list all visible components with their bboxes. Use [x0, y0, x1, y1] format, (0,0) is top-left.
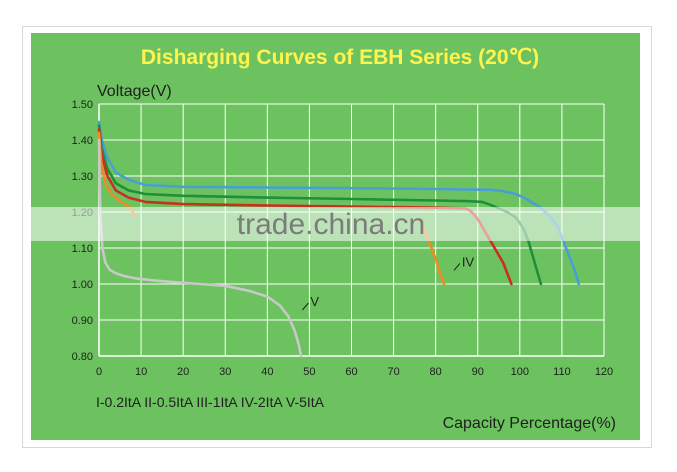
x-tick-label: 110 — [553, 366, 571, 378]
y-tick-label: 1.40 — [72, 135, 93, 147]
y-tick-label: 1.30 — [72, 171, 93, 183]
x-tick-label: 0 — [96, 366, 102, 378]
y-tick-label: 0.80 — [72, 351, 93, 363]
x-tick-label: 50 — [303, 366, 315, 378]
y-tick-label: 1.10 — [72, 243, 93, 255]
y-tick-label: 0.90 — [72, 315, 93, 327]
series-line-v — [97, 138, 303, 358]
x-tick-label: 20 — [177, 366, 189, 378]
curve-label: V — [310, 294, 319, 309]
curve-label-leader — [453, 263, 461, 271]
chart-title: Disharging Curves of EBH Series (20℃) — [141, 46, 539, 69]
x-tick-label: 100 — [511, 366, 529, 378]
x-tick-labels: 0 10 20 30 40 50 60 70 80 90 100 110 120 — [96, 366, 613, 378]
watermark-text: trade.china.cn — [237, 208, 425, 241]
x-tick-label: 10 — [135, 366, 147, 378]
series-line-iii — [97, 127, 513, 286]
x-tick-label: 40 — [261, 366, 273, 378]
x-tick-label: 30 — [219, 366, 231, 378]
curve-label: IV — [462, 254, 475, 269]
y-tick-label: 1.00 — [72, 279, 93, 291]
x-axis-title: Capacity Percentage(%) — [443, 415, 616, 432]
watermark: trade.china.cn — [31, 207, 640, 241]
y-tick-label: 1.50 — [72, 99, 93, 111]
x-tick-label: 120 — [595, 366, 613, 378]
curve-label-leader — [302, 302, 309, 311]
series-line-ii — [97, 124, 543, 286]
curve-labels: IV V — [302, 254, 475, 311]
x-tick-label: 70 — [387, 366, 399, 378]
x-tick-label: 90 — [472, 366, 484, 378]
y-axis-title: Voltage(V) — [97, 83, 172, 100]
y-tick-labels: 0.800.901.001.101.201.301.401.50 — [72, 99, 93, 363]
x-tick-label: 80 — [430, 366, 442, 378]
legend-text: I-0.2ItA II-0.5ItA III-1ItA IV-2ItA V-5I… — [96, 394, 325, 410]
x-tick-label: 60 — [345, 366, 357, 378]
